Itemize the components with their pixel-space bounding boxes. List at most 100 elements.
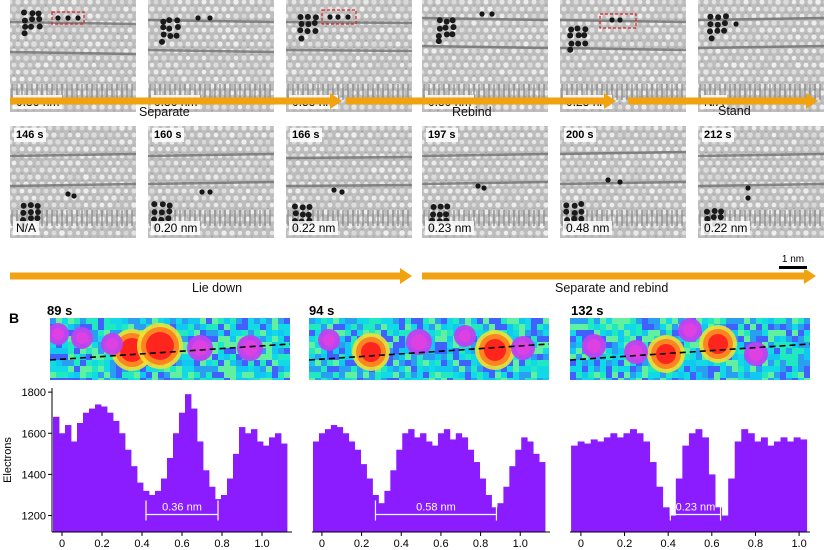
row2-time-label: 197 s [426,128,458,142]
row2-micrograph-image-1 [10,126,136,238]
bar [461,437,469,532]
bar [590,439,598,532]
bar [747,433,755,532]
bar [774,441,781,532]
bar [623,433,631,532]
bar [119,433,126,532]
row1-micrograph-image-2 [148,0,274,112]
bar [318,433,326,532]
bar [131,466,138,532]
row2-micrograph-2: 160 s 0.20 nm [148,126,274,238]
row2-micrograph-6: 212 s 0.22 nm [698,126,824,238]
bar [185,394,192,532]
bar [571,445,579,532]
x-tick-label: 0.2 [617,538,632,550]
bar [65,425,72,532]
distance-annotation: 0.58 nm [374,500,498,521]
heatmap-time-94s: 94 s [309,303,335,318]
row2-distance-label: 0.22 nm [701,221,751,235]
bar [479,478,486,532]
bar [348,441,356,532]
bar [312,441,320,532]
bar [173,433,180,532]
bar [227,478,234,532]
bar [760,437,768,532]
bar [221,494,228,532]
row1-micrograph-image-3 [286,0,412,112]
row1-distance-label: 0.58 nm [289,95,339,109]
row2-distance-label: 0.23 nm [425,221,475,235]
bar [503,486,510,532]
bar [239,427,246,532]
bar [149,494,156,532]
bar [161,478,168,532]
y-tick-label: 1800 [22,387,46,399]
heatmap-time-132s: 132 s [571,303,604,318]
bar [77,422,84,532]
bar [669,515,677,532]
bar [610,433,618,532]
bar [741,429,749,532]
row2-micrograph-4: 197 s 0.23 nm [422,126,548,238]
x-tick-label: 1.0 [254,538,269,550]
x-tick-label: 0.4 [661,538,676,550]
bar [449,439,457,532]
distance-annotation-label: 0.36 nm [162,502,202,514]
x-tick-label: 1.0 [791,538,806,550]
bar [179,412,186,532]
y-axis-label: Electrons [2,437,14,483]
heatmap-1 [50,318,290,380]
bar [366,478,373,532]
arrow-label-separate-and-rebind: Separate and rebind [555,281,669,295]
row2-distance-label: 0.20 nm [151,221,201,235]
distance-annotation: 0.36 nm [145,500,219,521]
heatmap-profile-line [309,343,549,361]
bar [167,457,174,532]
bar [402,433,409,532]
heatmap-profile-line [570,343,810,361]
row1-distance-label: 0.36 nm [13,95,63,109]
row2-micrograph-1: 146 s N/A [10,126,136,238]
bar [408,429,415,532]
bar [485,494,492,532]
row1-micrograph-4: 0.30 nm [422,0,548,112]
x-tick-label: 0.6 [704,538,719,550]
heatmap-2 [309,318,549,380]
bar [630,429,637,532]
x-tick-label: 0.8 [748,538,763,550]
x-tick-label: 0 [578,538,584,550]
x-tick-label: 0.8 [214,538,229,550]
heatmap-time-89s: 89 s [47,303,73,318]
bar [682,445,690,532]
bar [734,441,742,532]
heatmap-3 [570,318,810,380]
row2-time-label: 160 s [152,128,184,142]
bar [155,490,162,532]
row2-time-label: 212 s [702,128,734,142]
bar [354,449,361,532]
bar [656,486,664,532]
bar [597,441,605,532]
bar [95,404,102,532]
row2-time-label: 200 s [564,128,596,142]
distance-annotation-label: 0.23 nm [676,502,716,514]
x-tick-label: 0 [319,538,325,550]
bar [233,453,240,532]
bar [431,445,439,532]
y-tick-label: 1200 [22,511,46,523]
bar [515,449,522,532]
bar [101,406,108,532]
bar [336,427,344,532]
row2-distance-label: 0.48 nm [563,221,613,235]
profile-chart-1: 0 0.2 0.4 0.6 0.8 1.0 1200 1400 1600 1800 Electron… [2,387,292,550]
bar [616,437,624,532]
bar [191,408,198,532]
bar [643,441,651,532]
bar [584,443,592,532]
row2-micrograph-image-3 [286,126,412,238]
bar [603,437,611,532]
bar [53,416,60,532]
bar [360,464,367,532]
bar [533,453,540,532]
bar [414,437,421,532]
